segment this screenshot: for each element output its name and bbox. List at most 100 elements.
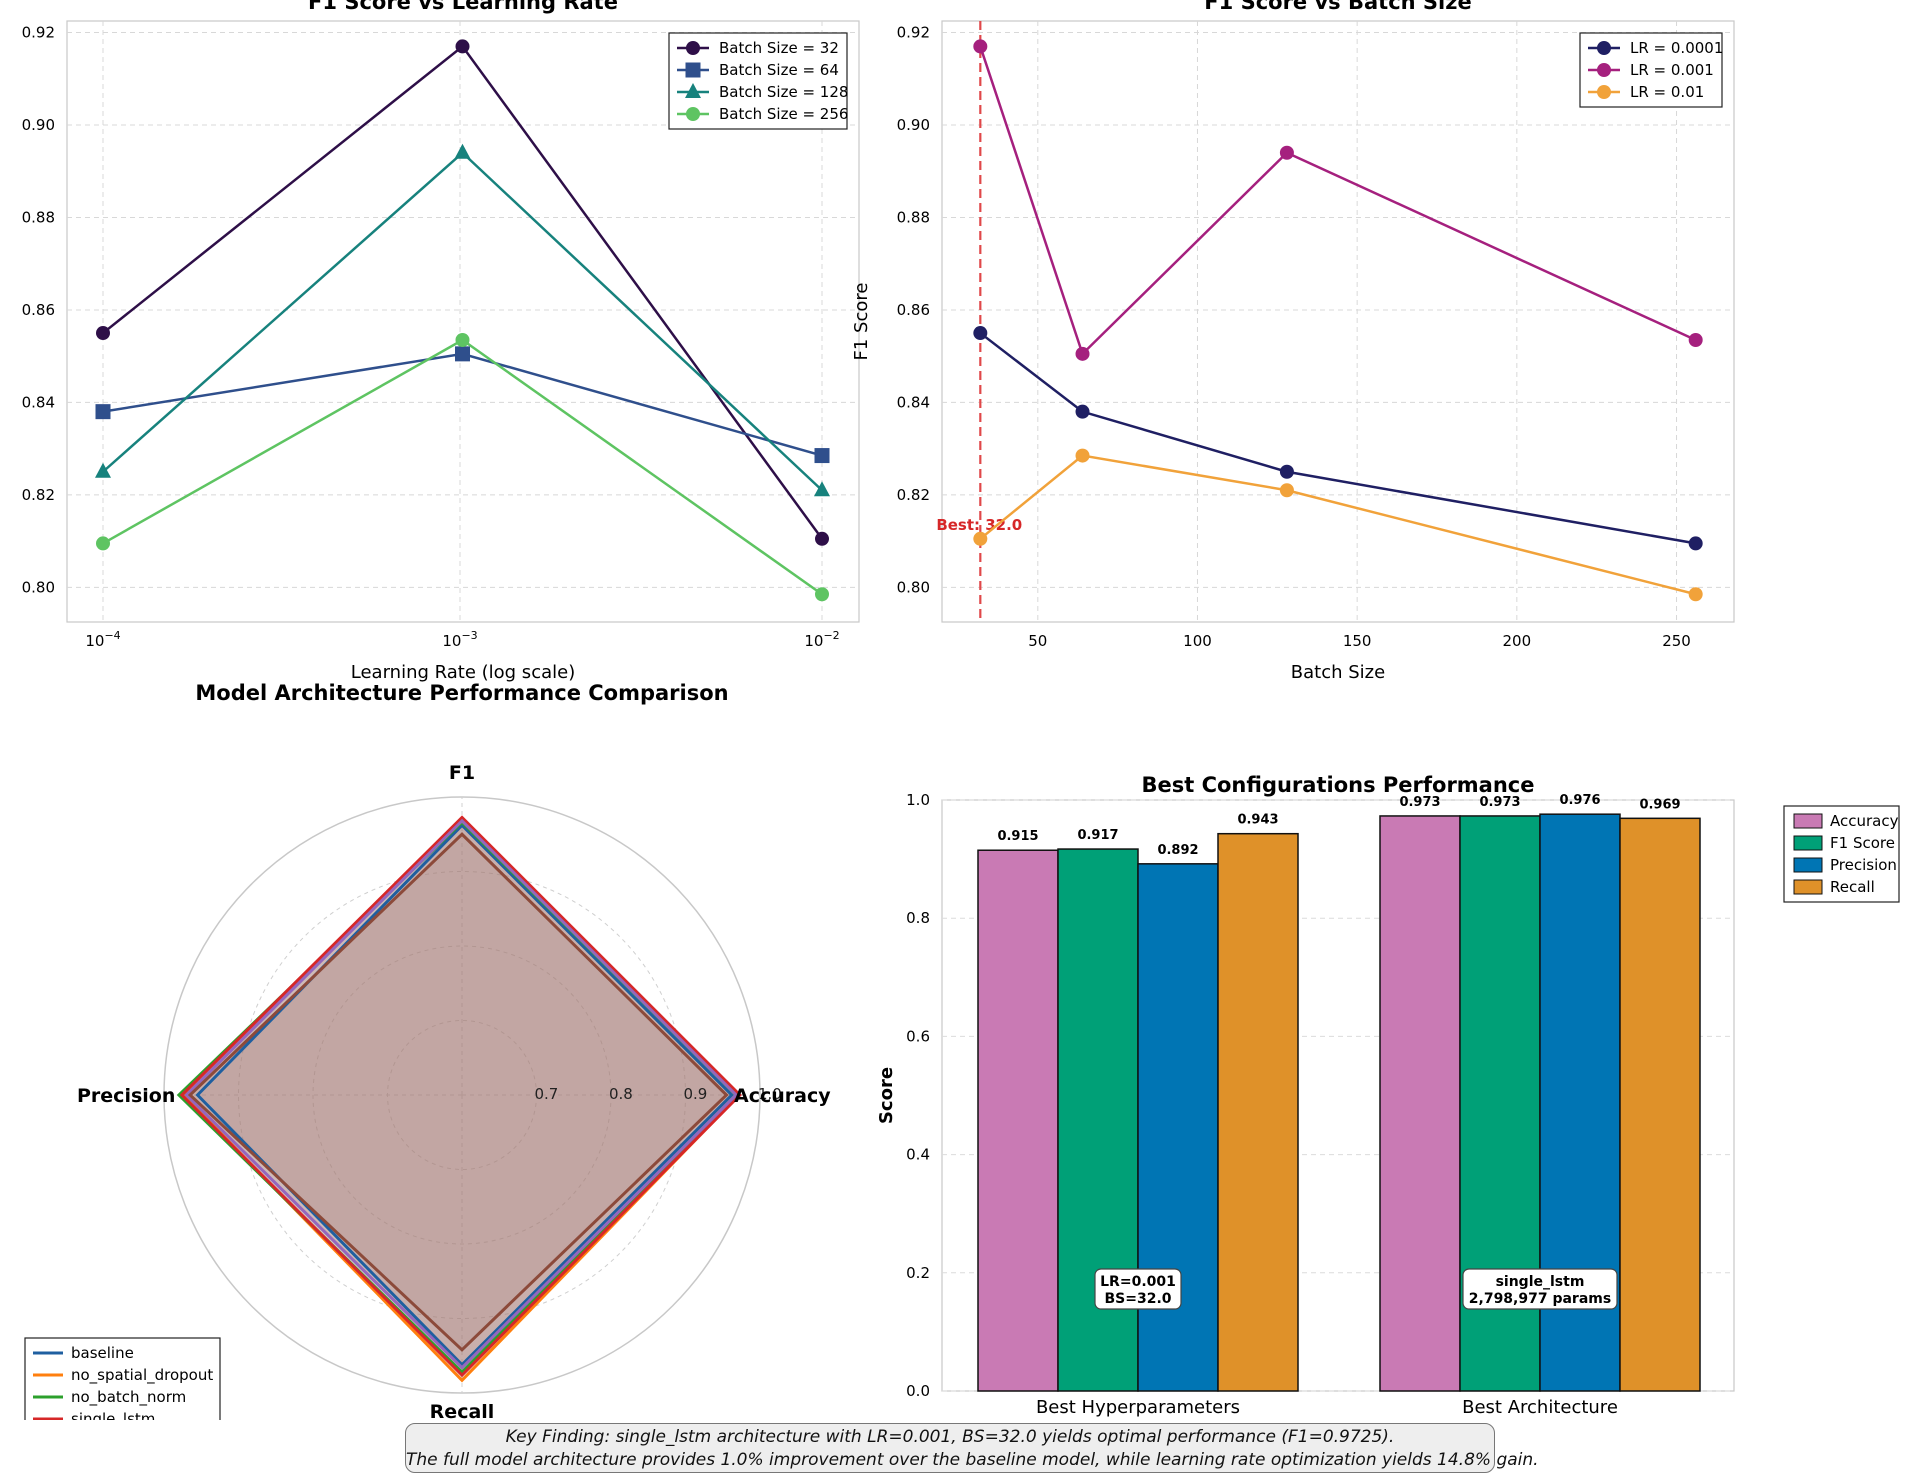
legend-label: Batch Size = 64 <box>719 61 839 79</box>
radar-tick-label: 0.9 <box>684 1085 708 1103</box>
series-lr-0-0001 <box>973 326 1703 551</box>
data-point <box>455 332 470 347</box>
x-tick-label: 100 <box>1183 632 1212 650</box>
x-tick-label: 250 <box>1662 632 1691 650</box>
x-tick-base: 10 <box>85 632 104 650</box>
chart-title: F1 Score vs Learning Rate <box>308 0 618 14</box>
y-tick-label: 1.0 <box>906 791 930 809</box>
data-point <box>973 531 988 546</box>
legend-entry-baseline: baseline <box>33 1344 134 1362</box>
series-line <box>979 454 1696 596</box>
legend-label: F1 Score <box>1830 834 1895 852</box>
y-tick-label: 0.90 <box>22 116 55 134</box>
y-tick-label: 0.8 <box>906 909 930 927</box>
legend-entry-lr-0-0001: LR = 0.0001 <box>1588 39 1723 57</box>
best-batch-size-label: Best: 32.0 <box>936 516 1022 534</box>
legend: baseline no_spatial_dropout no_batch_norms… <box>24 1337 221 1420</box>
x-tick-label: Best Architecture <box>1462 1397 1618 1418</box>
data-point <box>455 346 470 362</box>
legend-label: LR = 0.0001 <box>1630 39 1723 57</box>
bar-value-label: 0.973 <box>1479 795 1520 810</box>
legend-entry-single-lstm: single_lstm <box>33 1410 155 1420</box>
legend: Batch Size = 32 Batch Size = 64 Batch Size… <box>668 32 848 130</box>
chart-bs: 0.80 0.82 0.84 0.86 0.88 0.90 0.92 50 100 150 200 2… <box>851 0 1735 683</box>
bar-value-label: 0.915 <box>997 829 1038 844</box>
radar-grid-ring <box>312 945 612 1245</box>
data-point <box>814 481 830 497</box>
legend-entry-precision: Precision <box>1793 856 1897 874</box>
legend-label: LR = 0.01 <box>1630 83 1704 101</box>
x-tick-label: 10−3 <box>442 629 477 650</box>
bar-accuracy-best-hyperparameters <box>977 849 1059 1392</box>
legend-label: Batch Size = 256 <box>719 105 848 123</box>
data-point <box>95 404 111 420</box>
series-batch-size-128 <box>95 143 830 497</box>
bar-value-label: 0.892 <box>1157 843 1198 858</box>
legend-entry-no-batch-norm: no_batch_norm <box>33 1388 186 1407</box>
data-point <box>96 326 110 341</box>
x-tick-label: 50 <box>1028 632 1047 650</box>
y-tick-label: 0.6 <box>906 1027 930 1045</box>
data-point <box>973 326 988 341</box>
series-batch-size-256 <box>96 332 829 602</box>
radar-axis-label-precision: Precision <box>77 1085 175 1107</box>
data-point <box>1688 587 1703 602</box>
annotation-frame <box>1094 1268 1182 1310</box>
series-batch-size-64 <box>95 346 830 464</box>
y-tick-label: 0.80 <box>22 578 55 596</box>
legend-label: Accuracy <box>1830 812 1899 830</box>
radar-axis-label-recall: Recall <box>430 1401 495 1420</box>
annotation-line: BS=32.0 <box>1104 1291 1171 1307</box>
legend-label: no_spatial_dropout <box>71 1366 213 1385</box>
annotation-line: single_lstm <box>1496 1274 1585 1290</box>
bar-f1-score-best-hyperparameters <box>1057 848 1139 1392</box>
radar-tick-label: 0.8 <box>609 1085 633 1103</box>
data-point <box>1075 448 1090 463</box>
radar-axis-label-f1: F1 <box>449 762 475 784</box>
bar-value-label: 0.917 <box>1077 828 1118 843</box>
x-axis-label: Learning Rate (log scale) <box>351 662 575 683</box>
data-point <box>814 448 830 464</box>
y-tick-label: 0.92 <box>22 24 55 42</box>
legend-label: Precision <box>1830 856 1897 874</box>
y-tick-label: 0.88 <box>22 208 55 226</box>
bar-value-label: 0.976 <box>1559 793 1600 808</box>
radar-tick-label: 0.7 <box>535 1085 559 1103</box>
y-tick-label: 0.88 <box>897 208 930 226</box>
legend-swatch <box>1793 835 1823 851</box>
plot-frame <box>941 20 1735 623</box>
y-axis-label: Score <box>876 1067 897 1124</box>
y-tick-label: 0.2 <box>906 1264 930 1282</box>
series-lr-0-001 <box>973 39 1703 361</box>
legend-entry-f1-score: F1 Score <box>1793 834 1895 852</box>
data-point <box>454 143 471 159</box>
legend-marker <box>686 107 700 121</box>
annotation-frame <box>1462 1268 1618 1310</box>
bar-value-label: 0.943 <box>1237 813 1278 828</box>
radar-tick-label: 1.0 <box>758 1085 782 1103</box>
bar-accuracy-best-architecture <box>1379 815 1461 1392</box>
chart-title: F1 Score vs Batch Size <box>1204 0 1471 14</box>
data-point <box>1075 404 1090 419</box>
data-point <box>1279 464 1294 479</box>
series-line <box>979 332 1696 545</box>
legend-marker <box>1597 85 1611 99</box>
x-tick-exponent: −3 <box>461 629 477 642</box>
legend-label: Batch Size = 32 <box>719 39 839 57</box>
series-batch-size-32 <box>96 39 829 546</box>
data-point <box>95 462 111 478</box>
y-axis-label: F1 Score <box>851 283 872 361</box>
data-point <box>973 39 988 54</box>
legend-entry-recall: Recall <box>1793 878 1875 896</box>
data-point <box>455 39 470 54</box>
key-finding-note: Key Finding: single_lstm architecture wi… <box>405 1423 1539 1473</box>
y-tick-label: 0.84 <box>897 393 930 411</box>
radar-series-optimized-model <box>187 832 729 1352</box>
legend-label: single_lstm <box>71 1410 155 1420</box>
y-tick-label: 0.86 <box>22 301 55 319</box>
annotation-line: 2,798,977 params <box>1469 1291 1611 1307</box>
legend: Accuracy F1 Score Precision Recall <box>1783 805 1900 903</box>
